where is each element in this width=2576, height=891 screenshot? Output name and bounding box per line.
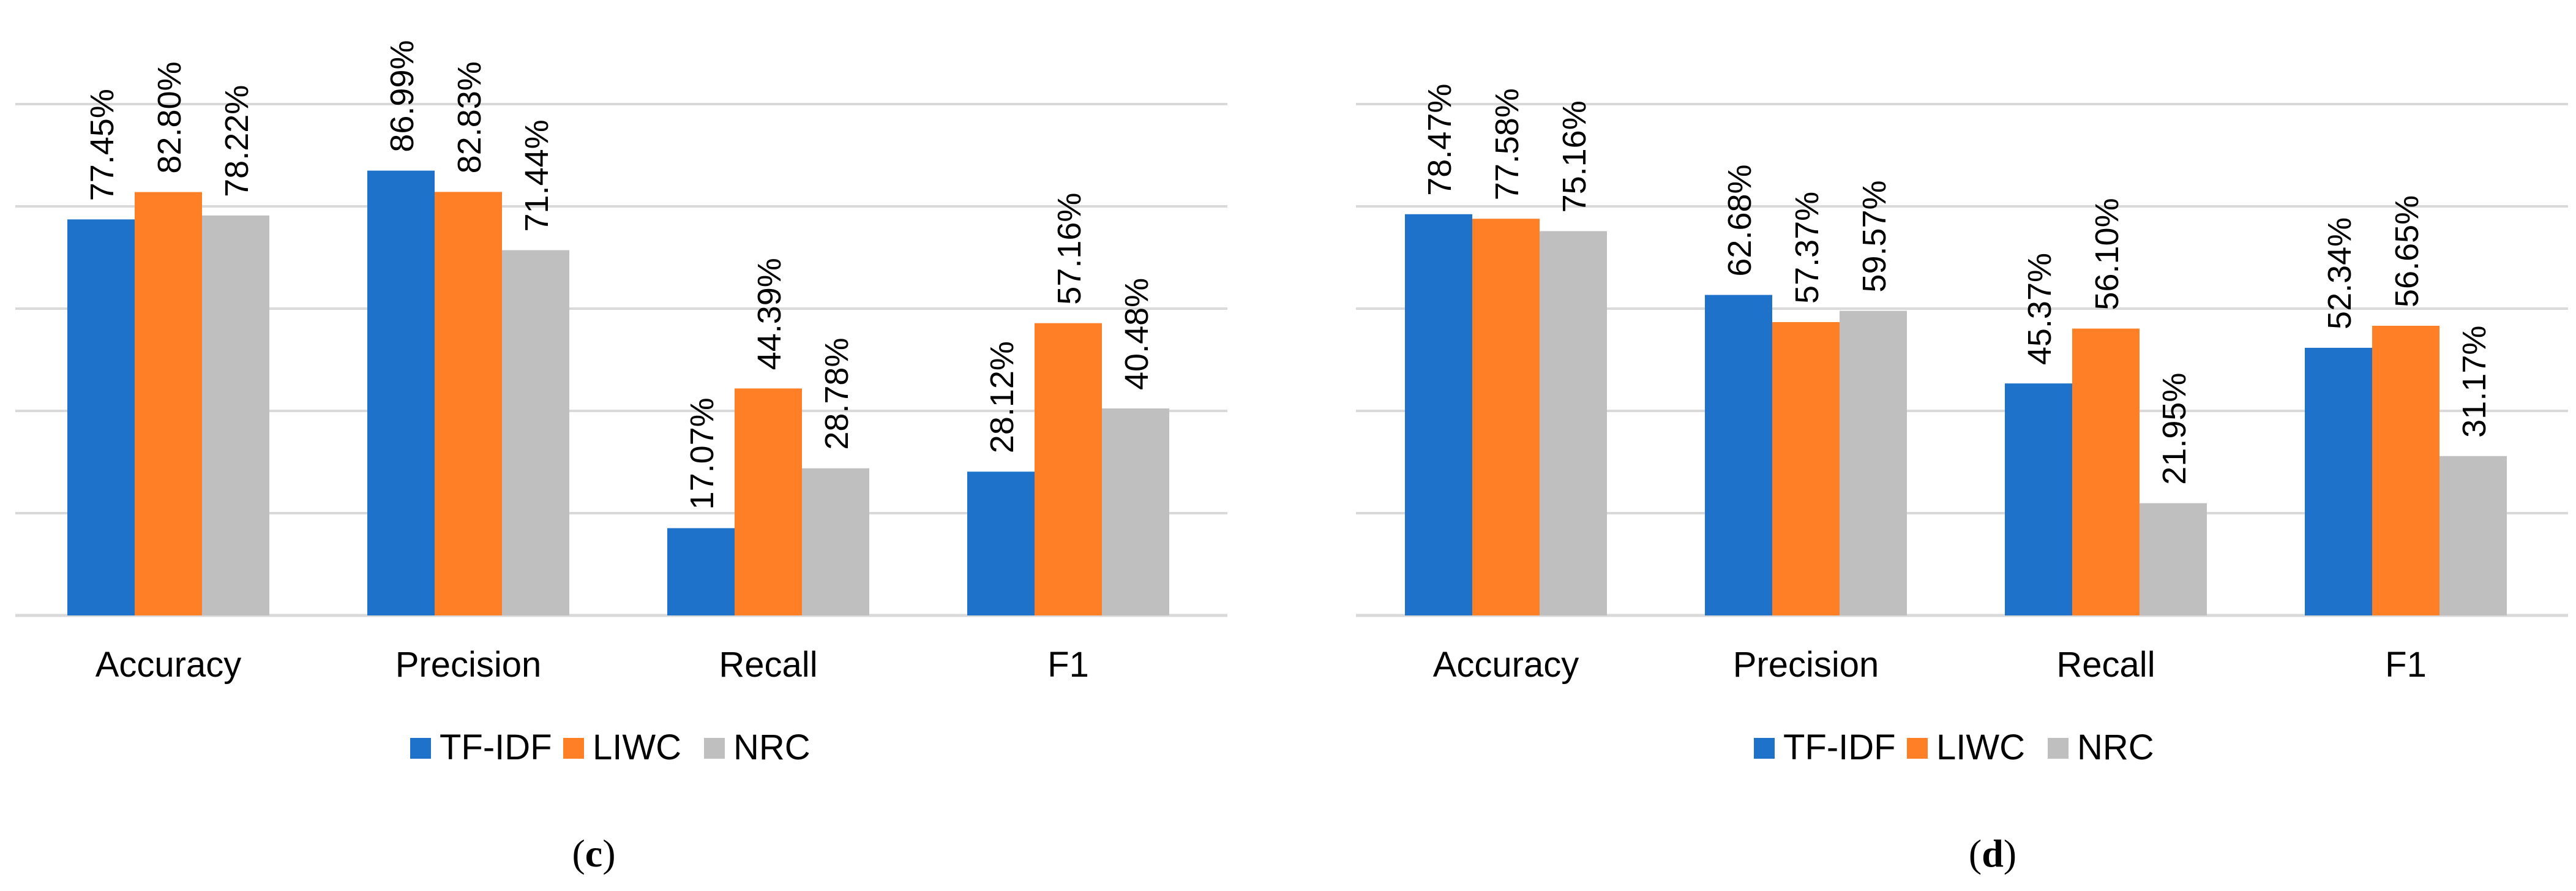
data-label: 78.22% <box>219 85 255 197</box>
bar-liwc-recall <box>2072 328 2140 615</box>
x-tick-label: F1 <box>1047 645 1089 685</box>
bar-nrc-accuracy <box>1540 231 1607 615</box>
data-label: 52.34% <box>2321 217 2358 329</box>
legend-label-tf-idf: TF-IDF <box>1783 727 1896 767</box>
data-label: 31.17% <box>2456 326 2493 438</box>
x-tick-label: F1 <box>2385 645 2427 685</box>
data-label: 28.12% <box>984 341 1020 453</box>
data-label: 77.45% <box>84 89 121 201</box>
bar-nrc-accuracy <box>202 215 269 615</box>
data-label: 86.99% <box>384 40 421 152</box>
bar-tf-idf-precision <box>1705 295 1772 615</box>
bar-tf-idf-f1 <box>2305 347 2372 615</box>
bar-nrc-recall <box>802 468 869 615</box>
legend-swatch-nrc <box>704 738 725 759</box>
data-label: 56.10% <box>2089 198 2125 310</box>
data-label: 75.16% <box>1556 100 1593 212</box>
legend-swatch-tf-idf <box>410 738 431 759</box>
x-tick-label: Precision <box>395 645 542 685</box>
x-tick-label: Recall <box>719 645 817 685</box>
legend-label-liwc: LIWC <box>1936 727 2025 767</box>
bar-tf-idf-f1 <box>967 472 1035 615</box>
legend-label-liwc: LIWC <box>593 727 681 767</box>
chart-panel-c: 77.45% 82.80% 78.22% Accuracy 86.99% 82.83% 71… <box>15 40 1227 767</box>
bar-liwc-precision <box>1772 321 1840 615</box>
data-label: 40.48% <box>1118 278 1155 390</box>
legend-label-nrc: NRC <box>733 727 811 767</box>
x-tick-label: Precision <box>1733 645 1879 685</box>
bar-liwc-f1 <box>1035 323 1102 615</box>
bar-nrc-f1 <box>1102 408 1169 615</box>
data-label: 82.83% <box>451 61 488 173</box>
bar-liwc-recall <box>735 388 802 615</box>
data-label: 82.80% <box>151 61 188 173</box>
legend-swatch-liwc <box>1907 738 1928 759</box>
legend-swatch-liwc <box>563 738 584 759</box>
bar-nrc-f1 <box>2439 456 2507 615</box>
data-label: 57.16% <box>1051 193 1088 305</box>
bar-tf-idf-recall <box>2005 383 2072 615</box>
bar-liwc-f1 <box>2372 325 2439 615</box>
data-label: 59.57% <box>1856 180 1893 292</box>
data-label: 17.07% <box>684 397 721 509</box>
data-label: 56.65% <box>2389 195 2425 307</box>
x-tick-label: Recall <box>2056 645 2155 685</box>
legend-swatch-tf-idf <box>1754 738 1775 759</box>
data-label: 57.37% <box>1789 192 1825 304</box>
chart-panel-d: 78.47% 77.58% 75.16% Accuracy 62.68% 57.37% 59… <box>1356 84 2568 767</box>
bar-nrc-recall <box>2140 503 2207 615</box>
data-label: 45.37% <box>2021 253 2058 365</box>
bar-nrc-precision <box>1840 310 1907 615</box>
data-label: 21.95% <box>2156 373 2193 485</box>
bar-tf-idf-accuracy <box>1405 214 1472 615</box>
bar-liwc-precision <box>435 192 502 615</box>
data-label: 62.68% <box>1721 164 1758 276</box>
data-label: 28.78% <box>818 338 855 450</box>
legend-label-tf-idf: TF-IDF <box>440 727 552 767</box>
legend-label-nrc: NRC <box>2077 727 2154 767</box>
bar-tf-idf-recall <box>667 528 735 615</box>
panel-label-d: (d) <box>1969 832 2016 875</box>
data-label: 71.44% <box>519 119 555 231</box>
data-label: 78.47% <box>1421 84 1458 196</box>
legend-swatch-nrc <box>2048 738 2069 759</box>
data-label: 44.39% <box>751 258 788 370</box>
bar-liwc-accuracy <box>1472 219 1540 615</box>
x-tick-label: Accuracy <box>95 645 242 685</box>
data-label: 77.58% <box>1489 88 1526 200</box>
bar-tf-idf-accuracy <box>67 219 135 616</box>
bar-tf-idf-precision <box>367 170 435 615</box>
x-tick-label: Accuracy <box>1433 645 1579 685</box>
bar-nrc-precision <box>502 250 569 615</box>
bar-liwc-accuracy <box>135 192 202 615</box>
panel-label-c: (c) <box>572 832 615 875</box>
